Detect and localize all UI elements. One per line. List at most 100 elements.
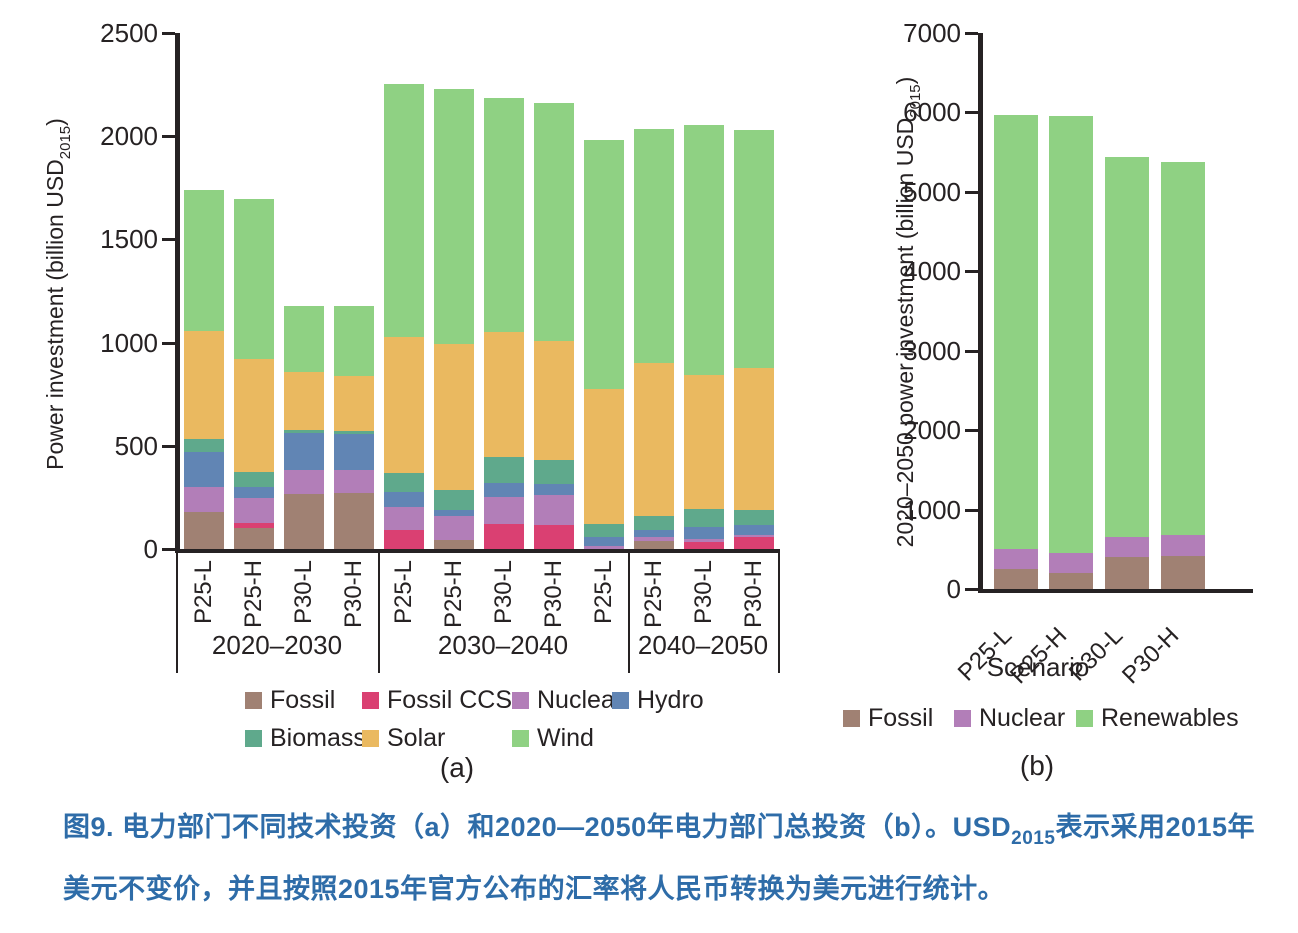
legend-item-solar: Solar bbox=[362, 724, 445, 753]
legend-label: Hydro bbox=[637, 686, 704, 714]
x-tick-label-scenario: P25-L bbox=[590, 560, 617, 625]
bar-segment-biomass bbox=[534, 460, 574, 484]
bar-segment-biomass bbox=[334, 431, 374, 435]
bar-segment-fossil bbox=[234, 528, 274, 549]
caption-text-after-subscript: 表示采用2015年美元不变价，并且按照2015年官方公布的汇率将人民币转换为美元… bbox=[63, 812, 1256, 904]
legend-swatch-icon bbox=[1076, 710, 1093, 727]
bar-segment-hydro bbox=[584, 536, 624, 546]
bar-segment-hydro bbox=[284, 433, 324, 470]
legend-swatch-icon bbox=[245, 692, 262, 709]
y-tick-mark bbox=[162, 135, 175, 139]
y-tick-label: 2000 bbox=[100, 121, 158, 152]
legend-item-nuclear: Nuclear bbox=[512, 686, 623, 715]
legend-swatch-icon bbox=[512, 730, 529, 747]
bar-segment-biomass bbox=[184, 438, 224, 452]
bar-segment-wind bbox=[434, 88, 474, 344]
bar-segment-hydro bbox=[334, 434, 374, 470]
bar-segment-fossil bbox=[184, 511, 224, 549]
y-tick-mark bbox=[162, 341, 175, 345]
bar-segment-solar bbox=[684, 374, 724, 509]
bar-segment-wind bbox=[384, 83, 424, 338]
chart-a-y-axis-label: Power investment (billion USD2015) bbox=[40, 24, 74, 564]
x-axis-group-divider bbox=[176, 553, 178, 673]
bar-segment-nuclear bbox=[684, 538, 724, 542]
bar-segment-biomass bbox=[684, 508, 724, 528]
y-tick-label: 1000 bbox=[100, 327, 158, 358]
bar-segment-nuclear bbox=[734, 534, 774, 537]
bar-segment-wind bbox=[684, 124, 724, 375]
bar-segment-fossil bbox=[1105, 556, 1149, 589]
legend-item-fossil: Fossil bbox=[245, 686, 335, 715]
bar-segment-hydro bbox=[684, 527, 724, 539]
x-tick-label-scenario: P25-L bbox=[390, 560, 417, 625]
bar-segment-biomass bbox=[634, 516, 674, 531]
bar-segment-nuclear bbox=[584, 545, 624, 549]
legend-item-nuclear: Nuclear bbox=[954, 704, 1065, 733]
bar-segment-nuclear bbox=[184, 487, 224, 512]
bar-segment-fossil bbox=[434, 539, 474, 549]
y-tick-label: 1500 bbox=[100, 224, 158, 255]
legend-label: Fossil bbox=[868, 704, 934, 732]
y-tick-mark bbox=[965, 588, 978, 591]
bar-segment-solar bbox=[384, 337, 424, 473]
bar-segment-fossil-ccs bbox=[684, 541, 724, 549]
legend-item-hydro: Hydro bbox=[612, 686, 704, 715]
bar-segment-fossil bbox=[1161, 556, 1205, 589]
chart-a-y-axis-label-text: Power investment (billion USD bbox=[42, 159, 68, 470]
bar-segment-hydro bbox=[534, 484, 574, 496]
bar-segment-nuclear bbox=[234, 498, 274, 524]
bar-segment-renewables bbox=[994, 114, 1038, 550]
bar-segment-biomass bbox=[584, 524, 624, 537]
y-tick-label: 1000 bbox=[903, 494, 961, 525]
legend-swatch-icon bbox=[362, 730, 379, 747]
bar-segment-renewables bbox=[1105, 156, 1149, 537]
y-tick-mark bbox=[162, 444, 175, 448]
legend-item-fossil: Fossil bbox=[843, 704, 933, 733]
bar-segment-renewables bbox=[1049, 116, 1093, 553]
bar-segment-nuclear bbox=[994, 549, 1038, 570]
x-tick-label-scenario: P30-L bbox=[490, 560, 517, 625]
bar-segment-hydro bbox=[184, 452, 224, 488]
bar-segment-hydro bbox=[484, 482, 524, 498]
x-tick-label-scenario: P25-H bbox=[240, 560, 267, 629]
bar-segment-biomass bbox=[384, 472, 424, 493]
bar-segment-solar bbox=[184, 331, 224, 439]
legend-label: Nuclear bbox=[537, 686, 624, 714]
x-tick-label-scenario: P30-L bbox=[290, 560, 317, 625]
y-tick-label: 2000 bbox=[903, 415, 961, 446]
legend-label: Wind bbox=[537, 724, 594, 752]
chart-b-plot-area: 0 1000 2000 3000 4000 5000 6000 7000 bbox=[903, 18, 1253, 604]
bar-segment-nuclear bbox=[434, 515, 474, 540]
legend-label: Biomass bbox=[270, 724, 366, 752]
bar-segment-fossil bbox=[634, 540, 674, 549]
bar-segment-nuclear bbox=[1161, 535, 1205, 557]
x-axis-group-divider bbox=[628, 553, 630, 673]
bar-segment-solar bbox=[234, 359, 274, 472]
bar-segment-wind bbox=[534, 103, 574, 341]
bar-segment-hydro bbox=[634, 530, 674, 537]
bar-segment-biomass bbox=[434, 490, 474, 510]
bar-segment-solar bbox=[484, 332, 524, 458]
chart-a-y-axis-label-subscript: 2015 bbox=[57, 125, 74, 160]
bar-segment-fossil-ccs bbox=[234, 523, 274, 529]
bar-segment-fossil-ccs bbox=[734, 536, 774, 549]
bar-segment-solar bbox=[634, 363, 674, 516]
x-tick-label-scenario: P25-L bbox=[190, 560, 217, 625]
chart-a-plot-area: 0 500 1000 1500 2000 2500 bbox=[100, 18, 780, 564]
chart-b-panel-label: (b) bbox=[1019, 750, 1055, 781]
y-tick-mark bbox=[162, 238, 175, 242]
figure-caption: 图9. 电力部门不同技术投资（a）和2020—2050年电力部门总投资（b）。U… bbox=[63, 798, 1275, 918]
legend-swatch-icon bbox=[843, 710, 860, 727]
legend-swatch-icon bbox=[954, 710, 971, 727]
x-axis-group-divider bbox=[378, 553, 380, 673]
y-tick-mark bbox=[162, 548, 175, 551]
bar-segment-solar bbox=[334, 375, 374, 432]
y-tick-label: 6000 bbox=[903, 97, 961, 128]
y-tick-mark bbox=[965, 508, 978, 512]
legend-item-fossil-ccs: Fossil CCS bbox=[362, 686, 512, 715]
y-tick-label: 3000 bbox=[903, 335, 961, 366]
legend-label: Fossil bbox=[270, 686, 336, 714]
bar-segment-nuclear bbox=[484, 497, 524, 525]
bar-segment-fossil bbox=[334, 493, 374, 549]
